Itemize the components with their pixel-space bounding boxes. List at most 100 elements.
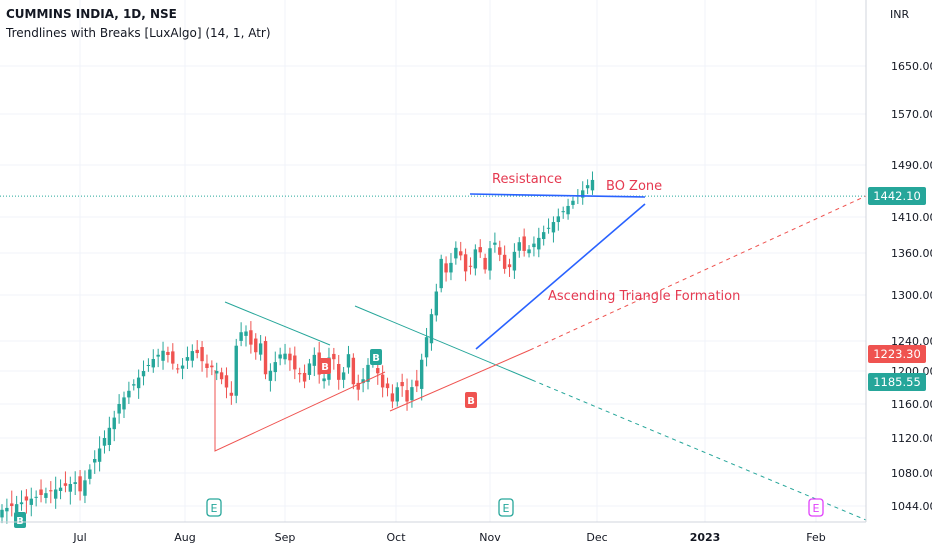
candle-body — [415, 380, 419, 387]
candle-body — [24, 496, 29, 501]
candle-body — [107, 427, 112, 445]
candle-body — [463, 254, 468, 272]
candle-body — [590, 179, 595, 191]
indicator-label[interactable]: Trendlines with Breaks [LuxAlgo] (14, 1,… — [6, 26, 271, 40]
candle-body — [307, 363, 312, 375]
candle-body — [385, 383, 390, 389]
candle-body — [410, 387, 414, 401]
annotation-label: Resistance — [492, 172, 562, 187]
candle-body — [49, 490, 53, 492]
candle-body — [5, 507, 9, 512]
candle-body — [132, 384, 136, 386]
candle-body — [200, 347, 204, 362]
candle-body — [429, 314, 434, 344]
candle-body — [39, 489, 43, 495]
candle-body — [273, 362, 277, 373]
candle-body — [556, 216, 561, 223]
trendlines — [214, 193, 867, 521]
markers: Resistance BO Zone Ascending Triangle Form… — [14, 172, 824, 528]
candle-body — [439, 258, 443, 289]
candle-body — [532, 243, 536, 248]
candle-body — [83, 480, 87, 496]
break-marker-label: B — [467, 396, 475, 407]
candle-body — [468, 265, 473, 267]
x-tick-label: Aug — [174, 531, 195, 544]
candles — [0, 171, 595, 524]
candle-body — [288, 353, 292, 361]
lower-trendline-2-extension — [529, 195, 867, 351]
break-marker-label: B — [321, 362, 329, 373]
candle-body — [195, 349, 199, 354]
y-tick-label: 1044.00 — [891, 500, 932, 513]
candle-body — [166, 351, 170, 355]
candle-body — [278, 354, 282, 359]
x-tick-label: Dec — [586, 531, 607, 544]
candle-body — [97, 448, 102, 462]
candle-body — [112, 417, 116, 430]
candle-body — [215, 371, 219, 374]
last-price-tag: 1442.10 — [868, 187, 926, 205]
candle-body — [239, 332, 243, 341]
candle-body — [312, 354, 317, 366]
y-tick-label: 1160.00 — [891, 398, 932, 411]
candle-body — [341, 372, 346, 380]
break-marker — [14, 512, 26, 528]
resistance-line — [469, 193, 646, 198]
candle-body — [566, 205, 570, 215]
candle-body — [146, 365, 151, 366]
y-tick-label: 1570.00 — [891, 108, 932, 121]
candle-body — [10, 503, 14, 506]
y-tick-label: 1650.00 — [891, 60, 932, 73]
candle-body — [185, 357, 190, 361]
candle-body — [175, 368, 180, 370]
candle-body — [14, 504, 19, 513]
candle-body — [356, 382, 360, 390]
candle-body — [502, 254, 507, 269]
y-tick-label: 1410.00 — [891, 211, 932, 224]
lower-trendline-2 — [389, 349, 531, 412]
earnings-marker-label: E — [211, 502, 218, 515]
annotation-label: Ascending Triangle Formation — [548, 289, 740, 304]
candle-body — [483, 257, 487, 270]
x-tick-label: 2023 — [690, 531, 721, 544]
candle-body — [449, 262, 453, 273]
candle-body — [102, 438, 107, 446]
candle-body — [190, 351, 195, 361]
break-marker — [319, 358, 331, 374]
upper-trendline-tag: 1223.30 — [868, 345, 926, 363]
candle-body — [376, 368, 380, 374]
candle-body — [522, 236, 526, 251]
candle-body — [302, 372, 307, 382]
ascending-support-line — [475, 203, 646, 350]
candle-body — [581, 190, 585, 198]
candle-body — [229, 392, 234, 396]
symbol-title[interactable]: CUMMINS INDIA, 1D, NSE — [6, 7, 177, 21]
candle-body — [546, 227, 551, 229]
candle-body — [117, 404, 121, 414]
y-tick-label: 1490.00 — [891, 159, 932, 172]
earnings-marker — [808, 498, 824, 517]
x-tick-label: Sep — [275, 531, 296, 544]
candle-body — [332, 353, 336, 360]
candle-body — [337, 363, 341, 380]
upper-trendline-2 — [354, 305, 533, 381]
candle-body — [585, 185, 590, 189]
y-tick-label: 1300.00 — [891, 289, 932, 302]
candle-body — [395, 387, 399, 402]
candle-body — [561, 211, 565, 213]
candle-body — [63, 483, 68, 486]
candle-body — [478, 247, 482, 253]
candle-body — [73, 482, 77, 484]
break-marker-label: B — [372, 353, 380, 364]
candle-body — [444, 263, 448, 273]
break-marker — [370, 349, 382, 365]
earnings-marker-label: E — [813, 502, 820, 515]
candle-body — [78, 476, 82, 492]
candle-body — [244, 331, 248, 336]
candle-body — [541, 232, 546, 240]
candle-body — [322, 378, 326, 382]
candle-body — [254, 338, 258, 353]
candle-body — [58, 487, 63, 491]
annotation-label: BO Zone — [606, 179, 662, 194]
